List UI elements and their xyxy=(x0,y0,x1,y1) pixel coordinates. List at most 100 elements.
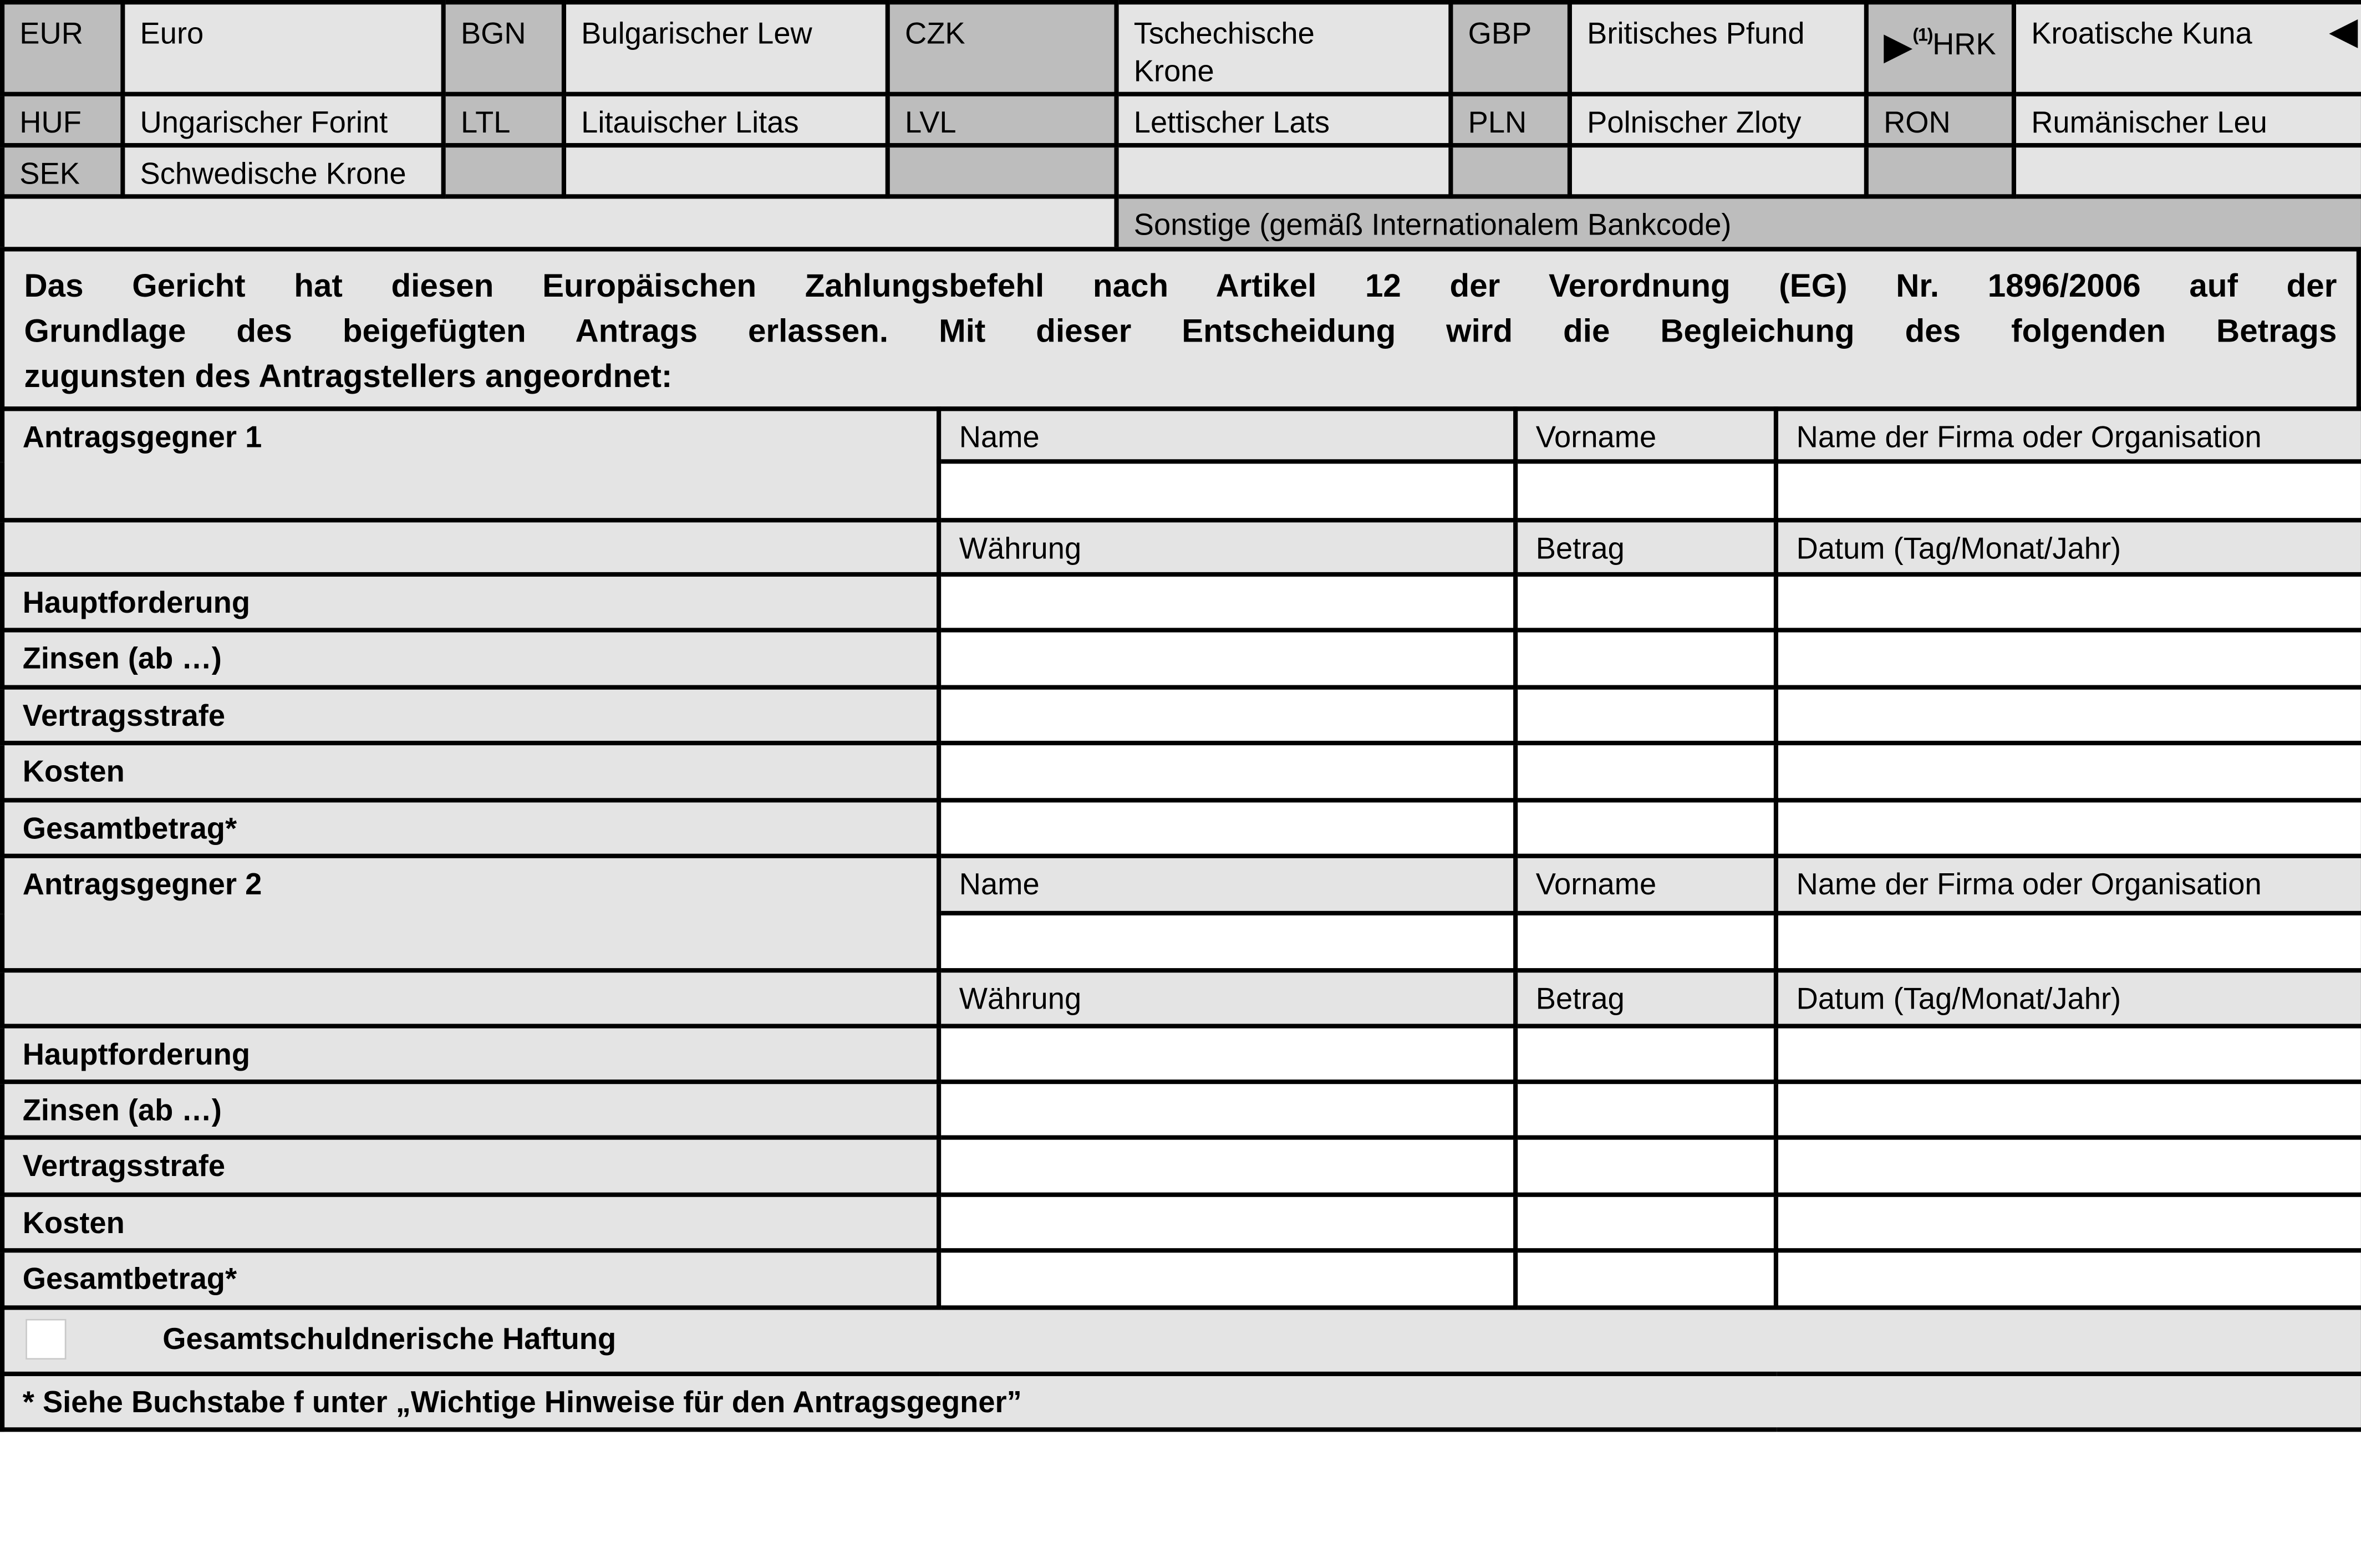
empty-cell xyxy=(1114,142,1453,199)
currency-name-cell: Ungarischer Forint xyxy=(120,91,446,148)
field-currency[interactable] xyxy=(937,628,1518,690)
currency-name-cell: Schwedische Krone xyxy=(120,142,446,199)
order-statement-line: Grundlage des beigefügten Antrags erlass… xyxy=(24,313,2337,349)
field-amount[interactable] xyxy=(1513,1248,1779,1310)
row-label: Zinsen (ab …) xyxy=(0,1080,942,1140)
table-row: Hauptforderung xyxy=(0,1024,2361,1085)
row-label: Zinsen (ab …) xyxy=(0,628,942,690)
field-currency[interactable] xyxy=(937,1192,1518,1253)
empty-cell xyxy=(1448,142,1572,199)
field-amount[interactable] xyxy=(1513,741,1779,803)
field-date[interactable] xyxy=(1773,685,2361,746)
table-row: Vertragsstrafe xyxy=(0,685,2361,746)
table-row: Antragsgegner 1 Name Vorname Name der Fi… xyxy=(0,406,2361,523)
field-amount[interactable] xyxy=(1513,1080,1779,1140)
empty-cell xyxy=(561,142,890,199)
field-vorname-2[interactable] xyxy=(1513,910,1779,973)
field-currency[interactable] xyxy=(937,572,1518,633)
currency-name-cell: Bulgarischer Lew xyxy=(561,0,890,96)
row-label: Kosten xyxy=(0,1192,942,1253)
table-row xyxy=(2,459,2361,523)
col-header-waehrung: Währung xyxy=(937,518,1518,577)
table-row: Gesamtbetrag* xyxy=(0,798,2361,858)
table-row: Kosten xyxy=(0,1192,2361,1253)
field-vorname-1[interactable] xyxy=(1513,459,1779,523)
field-currency[interactable] xyxy=(937,685,1518,746)
col-header-firma: Name der Firma oder Organisation xyxy=(1773,853,2361,916)
footnote-ref-1: (1) xyxy=(1912,24,1933,45)
amendment-marker-close-icon: ◀ xyxy=(2329,11,2358,53)
currency-code-cell: GBP xyxy=(1448,0,1572,96)
currency-code-cell: EUR xyxy=(0,0,125,96)
table-row: Zinsen (ab …) xyxy=(0,1080,2361,1140)
table-row: Gesamtbetrag* xyxy=(0,1248,2361,1310)
field-currency[interactable] xyxy=(937,1135,1518,1197)
empty-cell xyxy=(1864,142,2017,199)
field-currency[interactable] xyxy=(937,1248,1518,1310)
col-header-betrag: Betrag xyxy=(1513,968,1779,1029)
table-row: Hauptforderung xyxy=(0,572,2361,633)
empty-cell xyxy=(1567,142,1869,199)
currency-code-cell: BGN xyxy=(441,0,567,96)
currency-name-cell: Rumänischer Leu xyxy=(2011,91,2361,148)
order-statement-line: zugunsten des Antragstellers angeordnet: xyxy=(24,358,673,395)
defendant-2-title: Antragsgegner 2 xyxy=(0,853,942,973)
table-row: Währung Betrag Datum (Tag/Monat/Jahr) xyxy=(0,518,2361,577)
amendment-marker-open-icon: ▶ xyxy=(1884,26,1913,68)
table-row: Gesamtschuldnerische Haftung xyxy=(0,1305,2361,1376)
col-header-betrag: Betrag xyxy=(1513,518,1779,577)
field-currency[interactable] xyxy=(937,1024,1518,1085)
field-date[interactable] xyxy=(1773,1135,2361,1197)
joint-liability-checkbox[interactable] xyxy=(26,1318,67,1360)
field-date[interactable] xyxy=(1773,572,2361,633)
defendant-1-title: Antragsgegner 1 xyxy=(0,406,942,523)
field-name-1[interactable] xyxy=(937,459,1518,523)
row-label: Vertragsstrafe xyxy=(0,1135,942,1197)
field-currency[interactable] xyxy=(937,741,1518,803)
table-row: Zinsen (ab …) xyxy=(0,628,2361,690)
currency-name-cell: Litauischer Litas xyxy=(561,91,890,148)
field-date[interactable] xyxy=(1773,1248,2361,1310)
empty-cell xyxy=(0,518,942,577)
empty-cell xyxy=(885,142,1119,199)
row-label: Hauptforderung xyxy=(0,1024,942,1085)
currency-code: HRK xyxy=(1932,28,1996,62)
col-header-vorname: Vorname xyxy=(1513,406,1779,464)
field-currency[interactable] xyxy=(937,798,1518,858)
row-label: Kosten xyxy=(0,741,942,803)
field-date[interactable] xyxy=(1773,1024,2361,1085)
table-row: SEK Schwedische Krone xyxy=(0,142,2361,199)
col-header-vorname: Vorname xyxy=(1513,853,1779,916)
field-amount[interactable] xyxy=(1513,685,1779,746)
col-header-datum: Datum (Tag/Monat/Jahr) xyxy=(1773,518,2361,577)
field-date[interactable] xyxy=(1773,741,2361,803)
row-label: Vertragsstrafe xyxy=(0,685,942,746)
order-statement-line: Das Gericht hat diesen Europäischen Zahl… xyxy=(24,268,2337,304)
col-header-waehrung: Währung xyxy=(937,968,1518,1029)
field-date[interactable] xyxy=(1773,1080,2361,1140)
field-currency[interactable] xyxy=(937,1080,1518,1140)
field-amount[interactable] xyxy=(1513,1135,1779,1197)
col-header-name: Name xyxy=(937,853,1518,916)
table-row: HUF Ungarischer Forint LTL Litauischer L… xyxy=(0,91,2361,148)
table-row: Sonstige (gemäß Internationalem Bankcode… xyxy=(0,194,2361,252)
field-date[interactable] xyxy=(1773,628,2361,690)
field-amount[interactable] xyxy=(1513,572,1779,633)
field-amount[interactable] xyxy=(1513,1024,1779,1085)
empty-cell xyxy=(441,142,567,199)
field-amount[interactable] xyxy=(1513,798,1779,858)
field-date[interactable] xyxy=(1773,798,2361,858)
field-amount[interactable] xyxy=(1513,1192,1779,1253)
field-firma-2[interactable] xyxy=(1773,910,2361,973)
currency-name-cell: Euro xyxy=(120,0,446,96)
field-amount[interactable] xyxy=(1513,628,1779,690)
field-date[interactable] xyxy=(1773,1192,2361,1253)
joint-liability-row: Gesamtschuldnerische Haftung xyxy=(0,1305,2361,1376)
col-header-datum: Datum (Tag/Monat/Jahr) xyxy=(1773,968,2361,1029)
footnote: * Siehe Buchstabe f unter „Wichtige Hinw… xyxy=(0,1371,2361,1432)
field-name-2[interactable] xyxy=(937,910,1518,973)
currency-code-cell: SEK xyxy=(0,142,125,199)
field-firma-1[interactable] xyxy=(1773,459,2361,523)
currency-name-cell-kuna: Kroatische Kuna ◀ xyxy=(2011,0,2361,96)
